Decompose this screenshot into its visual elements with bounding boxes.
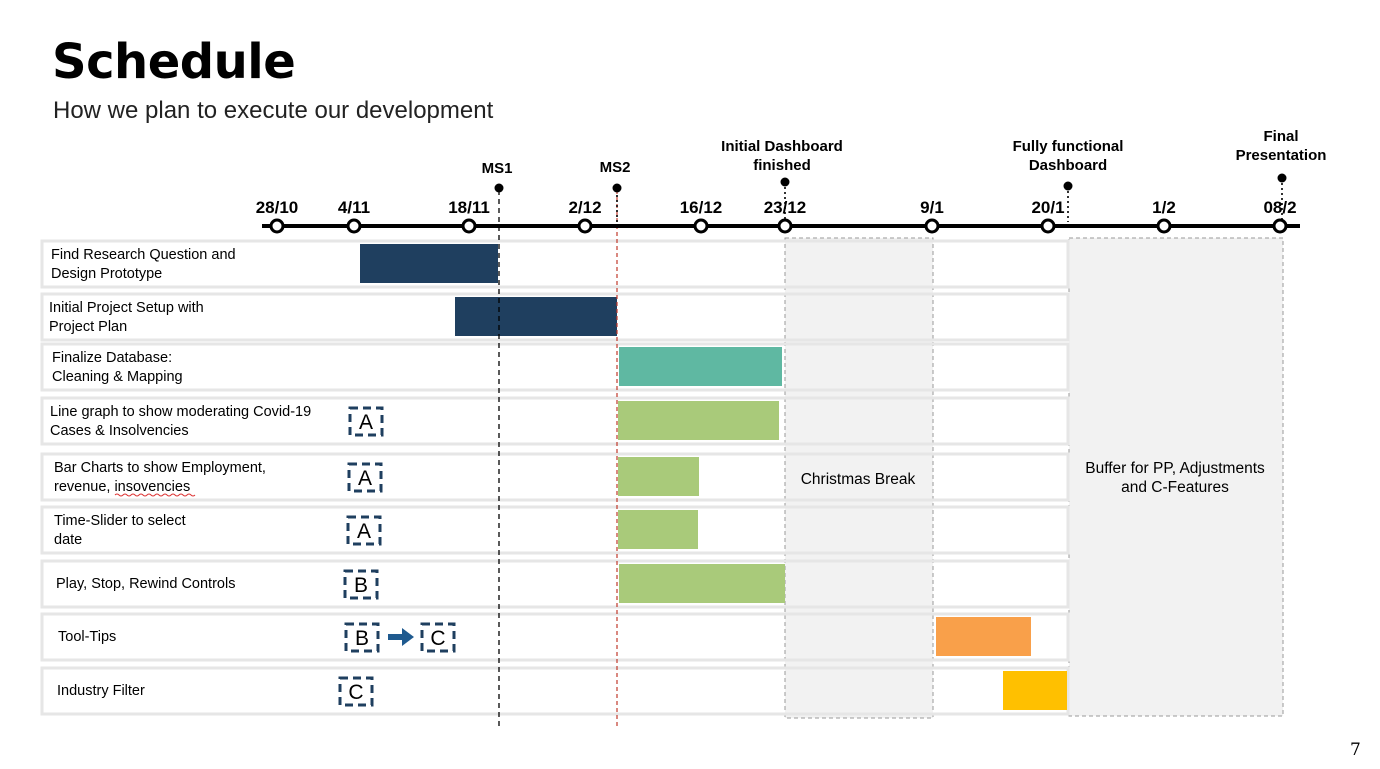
date-label: 20/1 [1031,198,1064,217]
task-label-line: Industry Filter [57,683,145,699]
task-bar [618,510,698,549]
legend-letter: A [357,520,371,543]
date-label: 28/10 [256,198,299,217]
legend-letter: B [354,574,368,597]
task-row [40,666,1070,716]
task-bar [360,244,498,283]
task-label-line: Finalize Database: [52,350,172,366]
task-label-line: Project Plan [49,319,127,335]
legend-box-b [344,622,380,653]
date-marker [1040,218,1056,234]
task-label-line: Cases & Insolvencies [50,423,189,439]
spellcheck-squiggle [114,493,196,497]
task-row [40,396,1070,446]
task-label-line: Line graph to show moderating Covid-19 [50,404,311,420]
legend-letter: B [355,627,369,650]
date-marker [924,218,940,234]
task-bar [619,347,782,386]
task-bar [618,457,699,496]
date-label: 23/12 [764,198,807,217]
buffer-label: and C-Features [1121,479,1229,496]
task-label-line: revenue, insovencies [54,479,190,495]
task-bar [455,297,617,336]
date-marker [777,218,793,234]
date-label: 4/11 [338,198,370,217]
buffer-area [1068,237,1284,717]
task-label-line: Design Prototype [51,266,162,282]
task-row [40,342,1070,392]
task-label-line: Time-Slider to select [54,513,186,529]
milestone-pin [1063,181,1073,191]
task-bar [1003,671,1067,710]
task-label-line: Play, Stop, Rewind Controls [56,576,235,592]
buffer-label: Buffer for PP, Adjustments [1085,460,1265,477]
milestone-pin [780,177,790,187]
task-label-line: Find Research Question and [51,247,236,263]
task-row [40,292,1070,342]
task-label-line: Cleaning & Mapping [52,369,183,385]
milestone-label: MS1 [482,160,513,177]
milestone-label: finished [753,157,811,174]
task-label-line: Initial Project Setup with [49,300,204,316]
task-bar [619,564,785,603]
task-row [40,559,1070,609]
page-number: 7 [1350,740,1361,760]
date-label: 08/2 [1263,198,1296,217]
date-label: 9/1 [920,198,944,217]
milestone-pin [494,183,504,193]
milestone-pin [612,183,622,193]
task-label-line: date [54,532,82,548]
date-label: 16/12 [680,198,723,217]
legend-letter: A [358,467,372,490]
milestone-label: Final [1263,128,1298,145]
task-label-line: Tool-Tips [58,629,116,645]
task-bar [936,617,1031,656]
task-row [40,239,1070,289]
christmas-break-label: Christmas Break [801,471,916,488]
milestone-label: Dashboard [1029,157,1107,174]
date-marker [693,218,709,234]
legend-letter: C [348,681,363,704]
legend-box-c [420,622,456,653]
date-marker [269,218,285,234]
date-label: 2/12 [568,198,601,217]
date-marker [1156,218,1172,234]
milestone-pin [1277,173,1287,183]
date-label: 1/2 [1152,198,1176,217]
task-bar [618,401,779,440]
date-marker [346,218,362,234]
legend-box-c [338,676,374,707]
legend-box-a [346,515,382,546]
task-label-line: Bar Charts to show Employment, [54,460,266,476]
milestone-label: Initial Dashboard [721,138,843,155]
date-marker [461,218,477,234]
page-subtitle: How we plan to execute our development [53,97,494,124]
task-row [40,612,1070,662]
milestone-label: MS2 [600,159,631,176]
date-label: 18/11 [448,198,490,217]
task-row [40,505,1070,555]
arrow-icon [388,628,414,646]
legend-box-a [348,406,384,437]
legend-box-a [347,462,383,493]
date-marker [1272,218,1288,234]
legend-box-b [343,569,379,600]
task-row [40,452,1070,502]
legend-letter: A [359,411,373,434]
legend-letter: C [430,627,445,650]
date-marker [577,218,593,234]
christmas-break-area [784,237,934,719]
milestone-label: Fully functional [1013,138,1124,155]
page-title: Schedule [52,34,296,90]
milestone-label: Presentation [1236,147,1327,164]
